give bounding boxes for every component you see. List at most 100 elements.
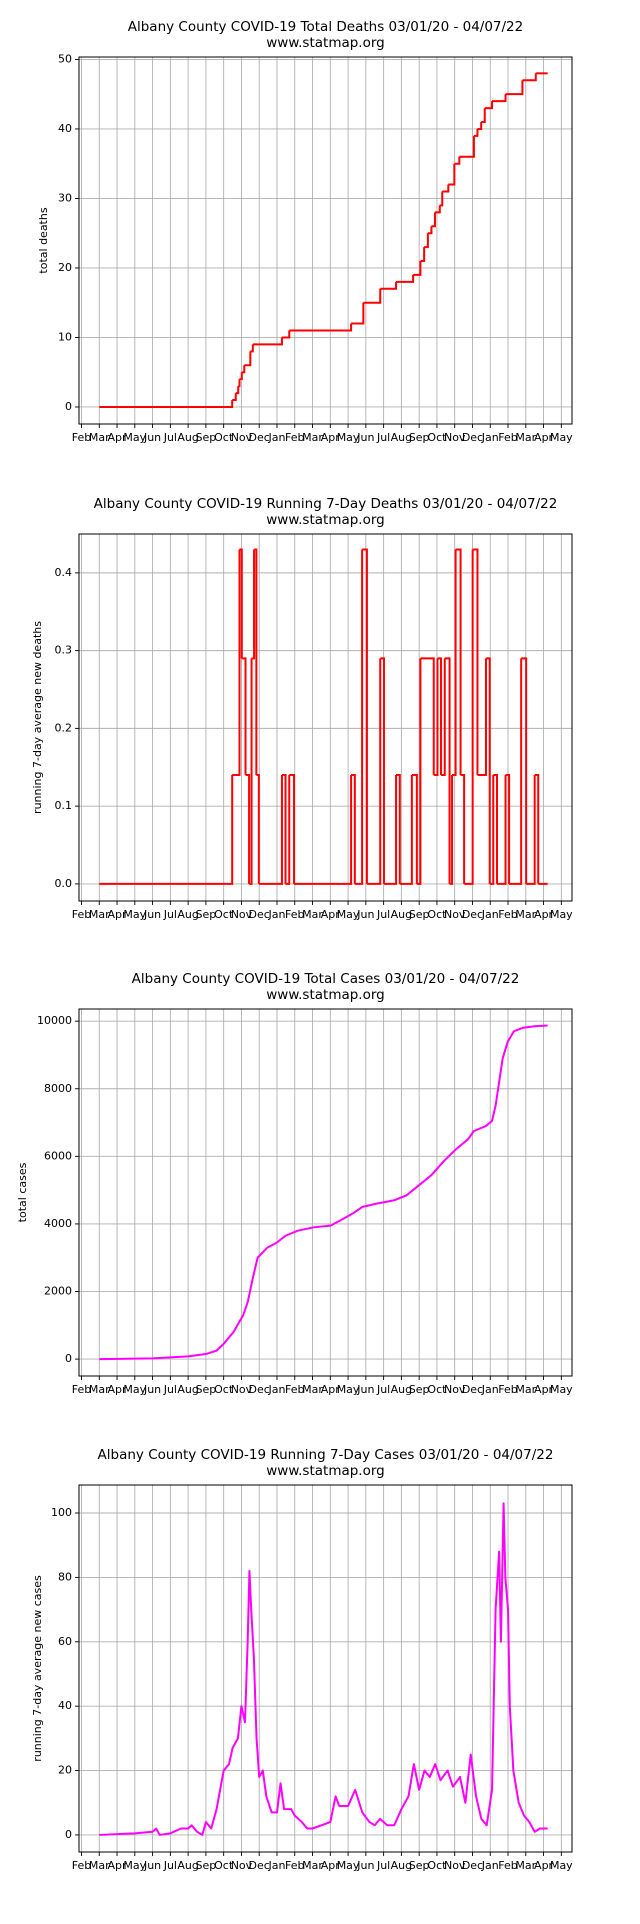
x-tick-label: Sep xyxy=(409,1383,430,1396)
x-tick-label: Oct xyxy=(427,1383,447,1396)
x-tick-label: Dec xyxy=(249,431,270,444)
step-segment xyxy=(249,658,253,885)
x-tick-label: May xyxy=(337,1383,360,1396)
x-tick-label: Dec xyxy=(249,1383,270,1396)
chart-subtitle: www.statmap.org xyxy=(266,987,385,1003)
step-segment xyxy=(493,774,499,884)
x-tick-label: Sep xyxy=(409,908,430,921)
x-tick-label: Dec xyxy=(462,1859,483,1872)
step-segment xyxy=(366,658,382,885)
step-segment xyxy=(244,351,252,367)
y-tick-label: 6000 xyxy=(44,1149,72,1162)
x-tick-label: Nov xyxy=(231,908,253,921)
step-segment xyxy=(251,549,256,660)
step-segment xyxy=(252,337,283,346)
x-tick-label: Aug xyxy=(177,1383,198,1396)
x-tick-label: Apr xyxy=(534,1383,554,1396)
x-tick-label: Feb xyxy=(498,1383,517,1396)
x-tick-label: Aug xyxy=(177,1859,198,1872)
x-tick-label: Aug xyxy=(177,431,198,444)
x-tick-label: Sep xyxy=(196,1859,217,1872)
x-tick-label: Jun xyxy=(143,1859,161,1872)
y-tick-label: 80 xyxy=(58,1570,72,1583)
step-segment xyxy=(232,549,241,777)
y-tick-label: 0.4 xyxy=(55,566,73,579)
y-tick-label: 0 xyxy=(65,1352,72,1365)
x-tick-label: Oct xyxy=(214,908,234,921)
step-segment xyxy=(294,775,353,885)
step-segment xyxy=(363,288,382,304)
step-segment xyxy=(99,400,234,408)
step-segment xyxy=(281,774,287,884)
step-segment xyxy=(239,548,243,659)
step-segment xyxy=(433,658,439,777)
x-tick-label: Jan xyxy=(267,1859,285,1872)
x-tick-label: Jul xyxy=(376,1383,390,1396)
x-tick-label: Jan xyxy=(267,908,285,921)
y-tick-label: 30 xyxy=(58,191,72,204)
x-tick-label: Jul xyxy=(163,1859,177,1872)
chart-subtitle: www.statmap.org xyxy=(266,512,385,528)
x-tick-label: Jan xyxy=(267,431,285,444)
x-tick-label: Dec xyxy=(249,1859,270,1872)
step-segment xyxy=(434,205,441,214)
step-segment xyxy=(424,233,429,249)
x-tick-label: Feb xyxy=(498,908,517,921)
step-segment xyxy=(534,774,540,884)
x-tick-label: Jun xyxy=(356,1859,374,1872)
x-tick-label: May xyxy=(123,1383,146,1396)
step-segment xyxy=(459,135,475,158)
x-tick-label: Mar xyxy=(89,431,110,444)
x-tick-label: Apr xyxy=(108,908,128,921)
x-tick-label: May xyxy=(550,431,573,444)
step-segment xyxy=(241,365,246,374)
step-segment xyxy=(472,548,479,776)
x-tick-label: Sep xyxy=(409,1859,430,1872)
step-segment xyxy=(285,775,291,885)
x-tick-label: Sep xyxy=(196,1383,217,1396)
step-segment xyxy=(439,191,444,207)
x-tick-label: Jan xyxy=(481,1383,499,1396)
x-tick-label: Sep xyxy=(196,431,217,444)
chart: Albany County COVID-19 Total Cases 03/01… xyxy=(16,971,573,1396)
x-tick-label: Jun xyxy=(143,908,161,921)
x-tick-label: Apr xyxy=(321,1383,341,1396)
x-tick-label: Feb xyxy=(285,431,304,444)
x-tick-label: Oct xyxy=(214,431,234,444)
x-tick-label: Aug xyxy=(177,908,198,921)
x-tick-label: Nov xyxy=(231,1859,253,1872)
step-segment xyxy=(449,775,454,885)
y-axis-label: running 7-day average new cases xyxy=(31,1575,44,1762)
x-tick-label: Nov xyxy=(444,1383,466,1396)
step-segment xyxy=(351,774,356,884)
x-tick-label: Apr xyxy=(321,1859,341,1872)
x-tick-label: Oct xyxy=(427,1859,447,1872)
x-tick-label: Mar xyxy=(89,1383,110,1396)
x-tick-label: Feb xyxy=(498,1859,517,1872)
y-tick-label: 8000 xyxy=(44,1082,72,1095)
x-tick-label: Apr xyxy=(108,1859,128,1872)
x-tick-label: Aug xyxy=(391,1859,412,1872)
x-tick-label: Apr xyxy=(321,431,341,444)
step-segment xyxy=(413,261,422,276)
x-tick-label: Jul xyxy=(376,908,390,921)
x-tick-label: Oct xyxy=(214,1859,234,1872)
step-segment xyxy=(258,775,283,885)
step-segment xyxy=(448,163,456,186)
x-tick-label: Jun xyxy=(356,908,374,921)
step-segment xyxy=(239,372,243,381)
x-tick-label: Feb xyxy=(285,1859,304,1872)
step-segment xyxy=(351,302,365,325)
x-tick-label: Feb xyxy=(72,431,91,444)
step-segment xyxy=(396,774,401,884)
step-segment xyxy=(509,658,523,885)
y-tick-label: 0.1 xyxy=(55,799,73,812)
step-segment xyxy=(254,548,258,776)
step-segment xyxy=(380,281,398,290)
step-segment xyxy=(420,657,435,776)
step-segment xyxy=(399,775,413,885)
x-tick-label: Dec xyxy=(462,1383,483,1396)
chart-title: Albany County COVID-19 Running 7-Day Cas… xyxy=(98,1447,554,1463)
x-tick-label: Jun xyxy=(143,1383,161,1396)
